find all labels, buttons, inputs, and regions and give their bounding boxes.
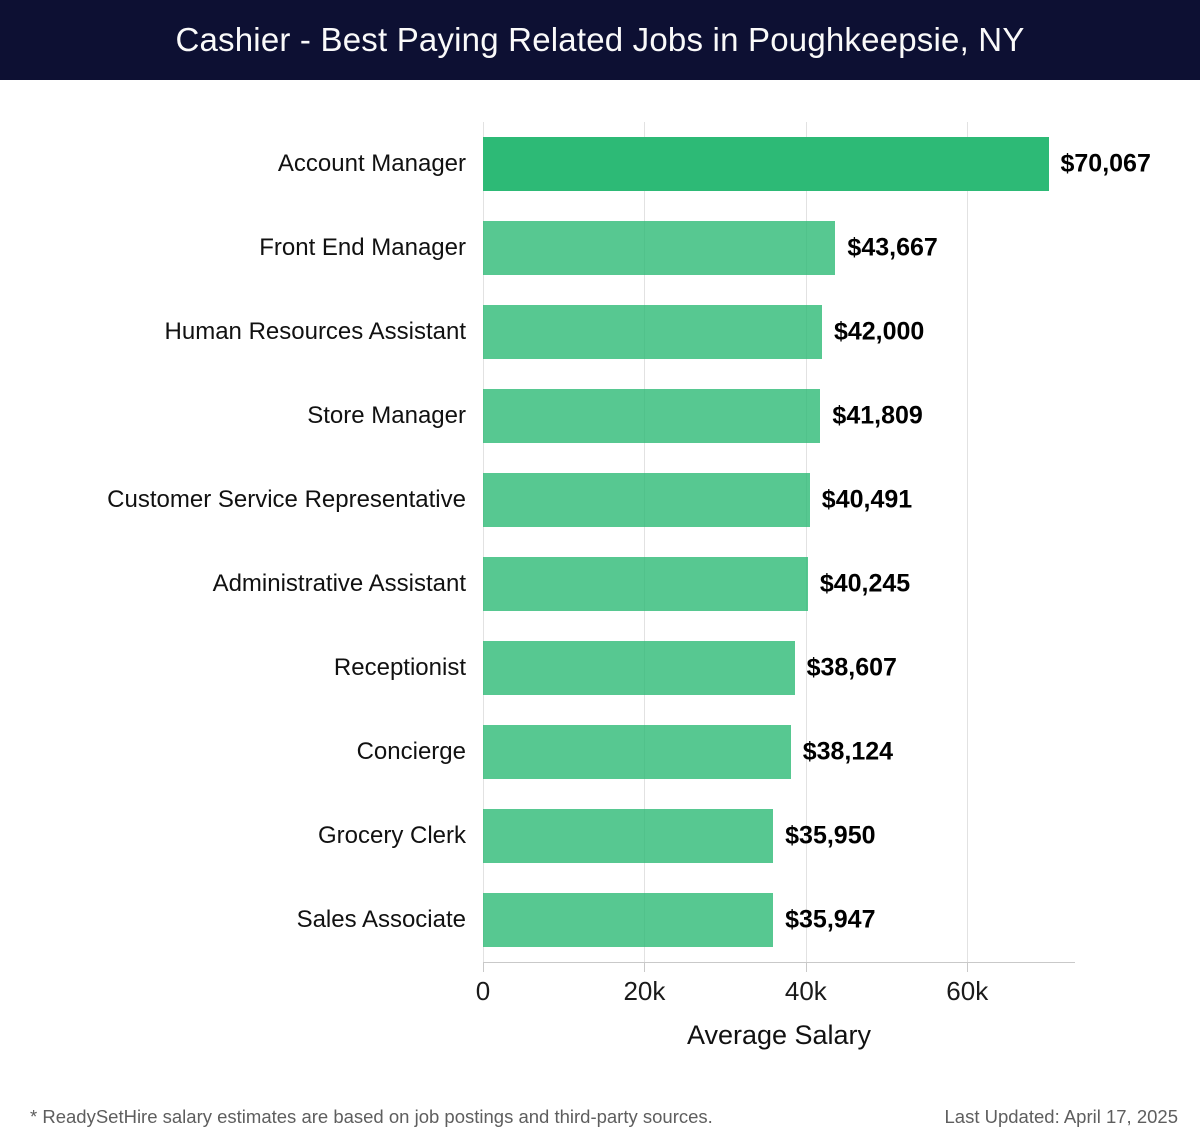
category-label: Receptionist: [333, 654, 466, 681]
salary-bar: [483, 641, 795, 695]
axis-tick-label: 0: [475, 976, 491, 1006]
value-label: $42,000: [833, 317, 925, 346]
value-label: $41,809: [832, 401, 923, 430]
salary-bar: [483, 809, 774, 863]
bar-track: $35,950: [483, 809, 1075, 863]
x-axis-tick-labels: 0 20k 40k 60k: [476, 972, 1075, 1006]
bar-track: $42,000: [483, 305, 1075, 359]
category-label: Administrative Assistant: [212, 570, 466, 597]
value-label: $38,124: [802, 737, 894, 766]
value-label: $43,667: [847, 233, 938, 262]
gridline: [967, 122, 969, 962]
x-axis: [483, 962, 1075, 972]
bar-track: $41,809: [483, 389, 1075, 443]
category-label: Front End Manager: [259, 234, 466, 261]
salary-bar: [483, 389, 821, 443]
value-label: $35,950: [785, 821, 876, 850]
page-title: Cashier - Best Paying Related Jobs in Po…: [175, 21, 1025, 58]
bar-track: $38,607: [483, 641, 1075, 695]
bar-track: $40,491: [483, 473, 1075, 527]
gridline: [805, 122, 807, 962]
bar-chart: Account Manager $70,067 Front End Manager $…: [0, 122, 1200, 1051]
salary-bar: [483, 725, 791, 779]
gridlines: [483, 122, 1075, 962]
salary-bar: [483, 473, 810, 527]
salary-bar: [483, 137, 1049, 191]
x-axis-title: Average Salary: [686, 1020, 872, 1050]
chart-row: Customer Service Representative $40,491: [0, 458, 1200, 542]
footer: * ReadySetHire salary estimates are base…: [0, 1106, 1200, 1128]
footnote: * ReadySetHire salary estimates are base…: [30, 1106, 713, 1127]
chart-row: Grocery Clerk $35,950: [0, 794, 1200, 878]
gridline: [483, 122, 484, 962]
value-label: $40,491: [821, 485, 913, 514]
axis-tick-label: 40k: [784, 976, 827, 1006]
chart-row: Front End Manager $43,667: [0, 206, 1200, 290]
chart-row: Sales Associate $35,947: [0, 878, 1200, 962]
bar-track: $43,667: [483, 221, 1075, 275]
chart-rows: Account Manager $70,067 Front End Manager $…: [0, 122, 1200, 962]
chart-row: Account Manager $70,067: [0, 122, 1200, 206]
last-updated: Last Updated: April 17, 2025: [944, 1106, 1178, 1127]
axis-tick-label: 20k: [623, 976, 666, 1006]
value-label: $70,067: [1060, 149, 1151, 178]
salary-bar: [483, 221, 836, 275]
salary-bar: [483, 557, 808, 611]
axis-tick: [644, 963, 646, 972]
title-bar: Cashier - Best Paying Related Jobs in Po…: [0, 0, 1200, 80]
bar-track: $38,124: [483, 725, 1075, 779]
category-label: Human Resources Assistant: [164, 318, 466, 345]
value-label: $38,607: [806, 653, 897, 682]
bar-track: $40,245: [483, 557, 1075, 611]
chart-row: Human Resources Assistant $42,000: [0, 290, 1200, 374]
category-label: Sales Associate: [296, 906, 466, 933]
value-label: $35,947: [785, 905, 876, 934]
category-label: Customer Service Representative: [107, 486, 466, 513]
category-label: Account Manager: [277, 150, 466, 177]
chart-row: Receptionist $38,607: [0, 626, 1200, 710]
value-label: $40,245: [819, 569, 911, 598]
axis-tick: [967, 963, 969, 972]
gridline: [644, 122, 646, 962]
category-label: Grocery Clerk: [317, 822, 466, 849]
chart-row: Administrative Assistant $40,245: [0, 542, 1200, 626]
bar-track: $70,067: [483, 137, 1151, 191]
chart-row: Concierge $38,124: [0, 710, 1200, 794]
bar-track: $35,947: [483, 893, 1075, 947]
salary-bar: [483, 305, 822, 359]
salary-bar: [483, 893, 774, 947]
category-label: Concierge: [356, 738, 466, 765]
axis-tick: [483, 963, 484, 972]
category-label: Store Manager: [307, 402, 466, 429]
chart-row: Store Manager $41,809: [0, 374, 1200, 458]
axis-tick: [805, 963, 807, 972]
axis-tick-label: 60k: [946, 976, 989, 1006]
